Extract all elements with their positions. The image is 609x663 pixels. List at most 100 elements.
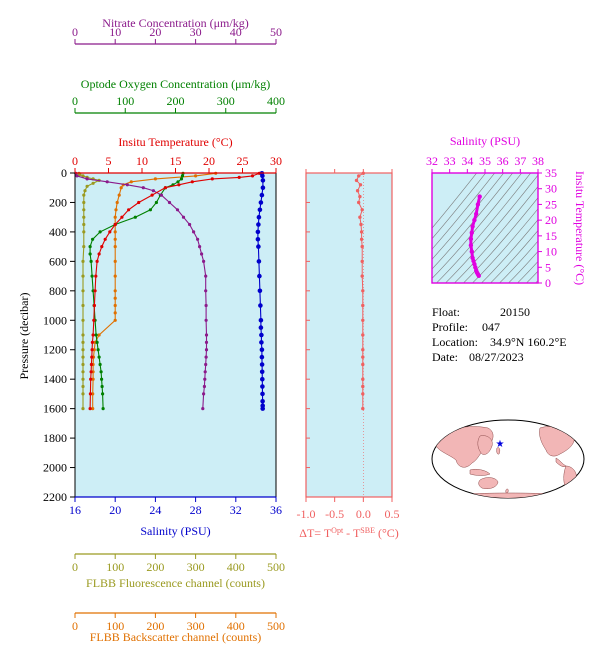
nitrate-point: [204, 289, 208, 293]
temperature-tick-label: 15: [170, 154, 182, 168]
oxygen-tick-label: 0: [72, 94, 78, 108]
delta-t-point: [357, 174, 361, 178]
backscatter-point: [91, 377, 95, 381]
land-east-asia: [477, 435, 493, 455]
delta-t-frame: [305, 172, 393, 498]
temperature-point: [89, 377, 93, 381]
temperature-tick-label: 30: [270, 154, 282, 168]
nitrate-point: [204, 274, 208, 278]
nitrate-point: [202, 259, 206, 263]
float-value: 20150: [500, 305, 530, 319]
delta-t-point: [361, 318, 365, 322]
profile-label: Profile:: [432, 320, 468, 334]
temperature-point: [137, 200, 141, 205]
date-label: Date:: [432, 350, 458, 364]
temperature-point: [93, 289, 97, 293]
oxygen-point: [90, 274, 94, 278]
temperature-tick-label: 0: [72, 154, 78, 168]
temperature-point: [163, 186, 167, 190]
salinity-point: [258, 200, 264, 205]
salinity-point: [260, 185, 266, 190]
salinity-tick-label: 32: [230, 503, 242, 517]
ts-x-tick-label: 34: [461, 154, 473, 168]
ts-point: [469, 249, 474, 254]
delta-t-point: [360, 274, 364, 278]
delta-t-point: [359, 237, 364, 241]
delta-t-label-sup1: Opt: [331, 526, 344, 535]
delta-t-point: [361, 289, 365, 293]
delta-t-point: [361, 384, 365, 389]
oxygen-tick-label: 100: [116, 94, 134, 108]
location-value: 34.9°N 160.2°E: [490, 335, 567, 349]
backscatter-point: [91, 392, 95, 396]
backscatter-tick-label: 0: [72, 619, 78, 633]
salinity-point: [257, 273, 262, 279]
backscatter-axis: 0 100 200 300 400 500 FLBB Backscatter channel…: [72, 612, 285, 644]
pressure-tick-label: 200: [49, 195, 67, 209]
fluorescence-point: [81, 259, 85, 263]
backscatter-point: [113, 237, 117, 241]
ts-y-tick-label: 35: [545, 166, 557, 180]
oxygen-tick-label: 300: [217, 94, 235, 108]
delta-t-label-mid: - T: [343, 526, 361, 540]
pressure-tick-label: 600: [49, 254, 67, 268]
fluorescence-point: [81, 362, 85, 367]
delta-t-point: [354, 178, 359, 183]
ts-series-layer: [468, 194, 482, 278]
temperature-tick-label: 5: [106, 154, 112, 168]
nitrate-point: [196, 237, 200, 241]
nitrate-point: [204, 333, 209, 337]
backscatter-axis-title: FLBB Backscatter channel (counts): [90, 630, 262, 644]
nitrate-tick-label: 10: [109, 25, 121, 39]
backscatter-tick-label: 400: [227, 619, 245, 633]
nitrate-tick-label: 40: [230, 25, 242, 39]
salinity-tick-label: 24: [149, 503, 161, 517]
backscatter-point: [113, 318, 117, 322]
delta-t-point: [357, 200, 361, 205]
land-new-zealand: [505, 488, 509, 494]
delta-t-label-main: ΔT= T: [299, 526, 332, 540]
backscatter-tick-label: 500: [267, 619, 285, 633]
delta-t-tick-label: -1.0: [297, 507, 316, 521]
temperature-point: [237, 175, 241, 179]
backscatter-point: [113, 311, 117, 315]
pressure-tick-label: 1800: [43, 431, 67, 445]
nitrate-point: [141, 186, 145, 190]
salinity-point: [257, 207, 263, 213]
fluorescence-point: [81, 318, 85, 322]
temperature-point: [91, 333, 95, 337]
salinity-point: [256, 214, 262, 220]
delta-t-tick-label: 0.5: [385, 507, 400, 521]
ts-point: [474, 211, 479, 217]
oxygen-point: [89, 259, 93, 263]
backscatter-point: [92, 348, 96, 352]
oxygen-point: [133, 215, 137, 219]
ts-y-tick-label: 5: [545, 260, 551, 274]
ts-x-tick-label: 38: [532, 154, 544, 168]
fluorescence-point: [82, 222, 86, 227]
temperature-point: [97, 252, 101, 256]
backscatter-point: [129, 180, 133, 184]
fluorescence-axis-title: FLBB Fluorescence channel (counts): [86, 576, 265, 590]
nitrate-point: [192, 230, 196, 234]
pressure-tick-label: 1600: [43, 402, 67, 416]
temperature-point: [88, 392, 92, 396]
delta-t-point: [361, 377, 365, 381]
delta-t-point: [361, 333, 365, 337]
oxygen-point: [101, 407, 105, 411]
oxygen-point: [98, 362, 102, 367]
nitrate-axis: 0 10 20 30 40 50 Nitrate Concentration (μm/kg): [72, 16, 282, 45]
ts-y-tick-label: 30: [545, 182, 557, 196]
temperature-tick-label: 10: [136, 154, 148, 168]
delta-t-label-unit: (°C): [375, 526, 399, 540]
salinity-tick-label: 16: [69, 503, 81, 517]
temperature-point: [88, 407, 92, 411]
salinity-point: [255, 229, 261, 235]
delta-t-point: [361, 348, 365, 352]
fluorescence-tick-label: 200: [146, 560, 164, 574]
density-contour: [463, 197, 538, 283]
density-contour: [445, 174, 538, 283]
nitrate-point: [202, 384, 206, 389]
delta-t-series-layer: [354, 171, 365, 411]
